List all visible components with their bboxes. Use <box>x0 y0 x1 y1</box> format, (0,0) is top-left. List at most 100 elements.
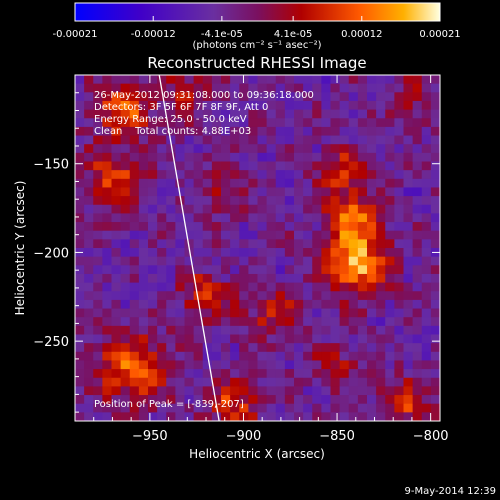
heatmap-cell <box>129 204 140 214</box>
heatmap-cell <box>421 126 432 136</box>
heatmap-cell <box>248 325 258 335</box>
heatmap-cell <box>239 403 249 413</box>
heatmap-cell <box>312 308 322 318</box>
heatmap-cell <box>330 126 341 136</box>
heatmap-cell <box>275 273 286 283</box>
heatmap-cell <box>248 248 258 258</box>
heatmap-cell <box>75 351 85 361</box>
heatmap-cell <box>175 83 185 93</box>
heatmap-cell <box>211 100 222 110</box>
heatmap-cell <box>93 178 103 188</box>
heatmap-cell <box>148 161 158 171</box>
heatmap-cell <box>275 187 286 197</box>
heatmap-cell <box>284 299 295 309</box>
heatmap-cell <box>348 403 359 413</box>
heatmap-cell <box>138 118 149 128</box>
heatmap-cell <box>421 83 432 93</box>
heatmap-cell <box>148 144 158 154</box>
colorbar-bar <box>74 2 441 22</box>
heatmap-cell <box>412 360 423 370</box>
heatmap-cell <box>211 282 222 292</box>
heatmap-cell <box>376 412 386 421</box>
heatmap-cell <box>339 135 350 145</box>
heatmap-cell <box>430 92 440 102</box>
heatmap-cell <box>421 118 432 128</box>
heatmap-cell <box>230 308 240 318</box>
heatmap-cell <box>385 299 395 309</box>
heatmap-cell <box>421 377 432 387</box>
heatmap-cell <box>321 118 331 128</box>
heatmap-cell <box>84 213 94 223</box>
heatmap-cell <box>266 213 277 223</box>
heatmap-cell <box>102 369 112 379</box>
heatmap-cell <box>348 118 359 128</box>
heatmap-cell <box>75 170 85 180</box>
heatmap-cell <box>175 109 185 119</box>
heatmap-cell <box>275 135 286 145</box>
heatmap-cell <box>102 248 112 258</box>
heatmap-cell <box>129 239 140 249</box>
heatmap-cell <box>275 213 286 223</box>
heatmap-cell <box>330 230 341 240</box>
heatmap-cell <box>211 412 222 421</box>
heatmap-cell <box>184 360 195 370</box>
heatmap-cell <box>321 126 331 136</box>
heatmap-cell <box>248 282 258 292</box>
heatmap-cell <box>93 325 103 335</box>
heatmap-cell <box>330 222 341 232</box>
x-axis-label: Heliocentric X (arcsec) <box>189 447 325 461</box>
heatmap-cell <box>394 239 404 249</box>
heatmap-cell <box>157 273 167 283</box>
heatmap-cell <box>166 75 176 85</box>
heatmap-cell <box>403 135 414 145</box>
heatmap-cell <box>184 92 195 102</box>
heatmap-cell <box>430 204 440 214</box>
heatmap-cell <box>403 291 414 301</box>
heatmap-cell <box>412 178 423 188</box>
heatmap-cell <box>348 265 359 275</box>
heatmap-cell <box>138 360 149 370</box>
heatmap-cell <box>166 299 176 309</box>
heatmap-cell <box>120 317 131 327</box>
heatmap-cell <box>138 187 149 197</box>
heatmap-cell <box>357 386 368 396</box>
heatmap-cell <box>221 291 231 301</box>
heatmap-cell <box>403 118 414 128</box>
heatmap-cell <box>339 248 350 258</box>
heatmap-cell <box>248 256 258 266</box>
heatmap-cell <box>257 83 268 93</box>
heatmap-cell <box>221 204 231 214</box>
heatmap-cell <box>430 178 440 188</box>
heatmap-cell <box>93 161 103 171</box>
heatmap-cell <box>312 118 322 128</box>
heatmap-cell <box>275 317 286 327</box>
heatmap-cell <box>385 265 395 275</box>
heatmap-cell <box>294 256 304 266</box>
heatmap-cell <box>239 152 249 162</box>
heatmap-cell <box>239 377 249 387</box>
heatmap-cell <box>102 196 112 206</box>
heatmap-cell <box>348 170 359 180</box>
heatmap-cell <box>430 386 440 396</box>
heatmap-cell <box>120 75 131 85</box>
heatmap-cell <box>239 299 249 309</box>
heatmap-cell <box>239 144 249 154</box>
heatmap-cell <box>348 291 359 301</box>
heatmap-cell <box>430 126 440 136</box>
heatmap-cell <box>138 222 149 232</box>
heatmap-cell <box>193 135 204 145</box>
heatmap-cell <box>184 377 195 387</box>
heatmap-cell <box>239 222 249 232</box>
heatmap-cell <box>157 196 167 206</box>
heatmap-cell <box>129 178 140 188</box>
heatmap-cell <box>93 135 103 145</box>
heatmap-cell <box>376 222 386 232</box>
heatmap-cell <box>430 152 440 162</box>
heatmap-cell <box>412 230 423 240</box>
heatmap-cell <box>257 360 268 370</box>
heatmap-cell <box>157 239 167 249</box>
heatmap-cell <box>129 161 140 171</box>
heatmap-cell <box>102 403 112 413</box>
heatmap-cell <box>138 144 149 154</box>
heatmap-cell <box>385 317 395 327</box>
